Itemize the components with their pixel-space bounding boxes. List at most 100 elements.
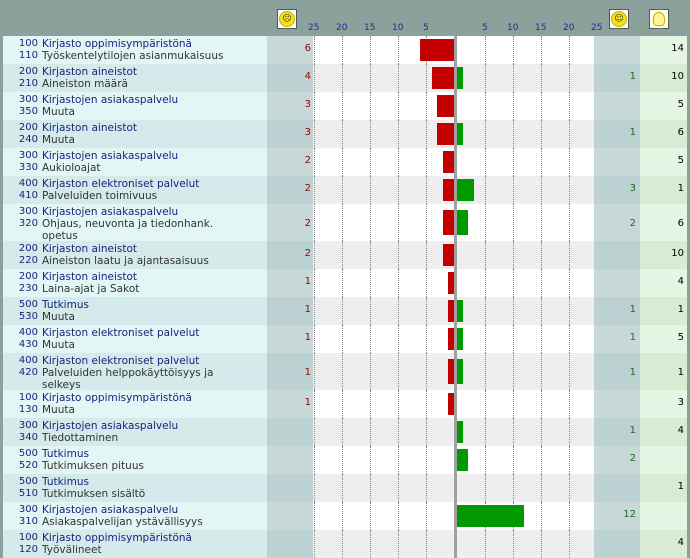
idea-count: 6 bbox=[677, 218, 684, 229]
category-name: Kirjastojen asiakaspalvelu bbox=[42, 504, 179, 516]
zero-axis bbox=[454, 36, 457, 64]
idea-count: 4 bbox=[677, 425, 684, 436]
positive-count: 1 bbox=[629, 127, 636, 138]
grid-line bbox=[541, 64, 542, 92]
zero-axis bbox=[454, 204, 457, 241]
table-row: 400 Kirjaston elektroniset palvelut 430 Muu… bbox=[3, 325, 687, 353]
zero-axis bbox=[454, 148, 457, 176]
category-name: Kirjasto oppimisympäristönä bbox=[42, 392, 192, 404]
bar-plot-cell bbox=[313, 353, 598, 390]
negative-bar bbox=[442, 179, 454, 201]
zero-axis bbox=[454, 474, 457, 502]
grid-line bbox=[541, 530, 542, 558]
row-label-cell: 300 Kirjastojen asiakaspalvelu 310 Asiakasp… bbox=[3, 502, 267, 530]
subcategory-name: Asiakaspalvelijan ystävällisyys bbox=[42, 516, 203, 528]
subcategory-name: Aineiston laatu ja ajantasaisuus bbox=[42, 255, 209, 267]
grid-line bbox=[513, 446, 514, 474]
grid-line bbox=[314, 64, 315, 92]
grid-line bbox=[370, 474, 371, 502]
negative-count-cell: 2 bbox=[267, 148, 313, 176]
row-label-cell: 300 Kirjastojen asiakaspalvelu 340 Tiedotta… bbox=[3, 418, 267, 446]
grid-line bbox=[370, 297, 371, 325]
grid-line bbox=[398, 204, 399, 241]
bar-plot-cell bbox=[313, 36, 598, 64]
zero-axis bbox=[454, 120, 457, 148]
grid-line bbox=[426, 390, 427, 418]
grid-line bbox=[370, 353, 371, 390]
grid-line bbox=[513, 92, 514, 120]
category-code: 200 bbox=[18, 66, 38, 77]
positive-count-cell bbox=[594, 36, 640, 64]
row-label-cell: 400 Kirjaston elektroniset palvelut 430 Muu… bbox=[3, 325, 267, 353]
negative-count-cell: 3 bbox=[267, 120, 313, 148]
grid-line bbox=[398, 36, 399, 64]
grid-line bbox=[485, 241, 486, 269]
grid-line bbox=[398, 148, 399, 176]
grid-line bbox=[398, 325, 399, 353]
grid-line bbox=[541, 148, 542, 176]
idea-count: 4 bbox=[677, 276, 684, 287]
grid-line bbox=[541, 241, 542, 269]
pos-tick-label: 20 bbox=[563, 23, 575, 33]
idea-count-cell: 6 bbox=[640, 204, 687, 241]
subcategory-code: 340 bbox=[18, 432, 38, 443]
negative-count-cell: 2 bbox=[267, 176, 313, 204]
idea-count: 1 bbox=[677, 304, 684, 315]
table-row: 400 Kirjaston elektroniset palvelut 420 Pal… bbox=[3, 353, 687, 391]
positive-count-cell bbox=[594, 269, 640, 297]
grid-line bbox=[569, 446, 570, 474]
idea-count-cell: 5 bbox=[640, 92, 687, 120]
grid-line bbox=[342, 325, 343, 353]
bar-plot-cell bbox=[313, 269, 598, 297]
category-name: Kirjastojen asiakaspalvelu bbox=[42, 150, 179, 162]
grid-line bbox=[426, 148, 427, 176]
category-code: 300 bbox=[18, 206, 38, 217]
grid-line bbox=[314, 269, 315, 297]
bar-plot-cell bbox=[313, 92, 598, 120]
positive-bar bbox=[457, 421, 463, 443]
positive-bar bbox=[457, 359, 463, 384]
table-row: 100 Kirjasto oppimisympäristönä 120 Työväli… bbox=[3, 530, 687, 558]
grid-line bbox=[314, 418, 315, 446]
positive-count-cell: 3 bbox=[594, 176, 640, 204]
table-row: 300 Kirjastojen asiakaspalvelu 350 Muuta 3 5 bbox=[3, 92, 687, 120]
negative-bar bbox=[448, 272, 454, 294]
idea-count-cell: 1 bbox=[640, 353, 687, 390]
row-label-cell: 500 Tutkimus 520 Tutkimuksen pituus bbox=[3, 446, 267, 474]
grid-line bbox=[541, 204, 542, 241]
subcategory-code: 510 bbox=[18, 488, 38, 499]
positive-count: 1 bbox=[629, 367, 636, 378]
grid-line bbox=[569, 64, 570, 92]
grid-line bbox=[370, 418, 371, 446]
subcategory-code: 120 bbox=[18, 544, 38, 555]
grid-line bbox=[342, 530, 343, 558]
grid-line bbox=[569, 148, 570, 176]
positive-count-cell bbox=[594, 474, 640, 502]
positive-count: 2 bbox=[629, 453, 636, 464]
negative-count-cell bbox=[267, 446, 313, 474]
pos-tick-label: 5 bbox=[482, 23, 488, 33]
row-label-cell: 400 Kirjaston elektroniset palvelut 410 Pal… bbox=[3, 176, 267, 204]
idea-count-cell: 4 bbox=[640, 269, 687, 297]
idea-count: 1 bbox=[677, 183, 684, 194]
grid-line bbox=[426, 474, 427, 502]
zero-axis bbox=[454, 325, 457, 353]
zero-axis bbox=[454, 92, 457, 120]
table-row: 200 Kirjaston aineistot 240 Muuta 3 1 6 bbox=[3, 120, 687, 148]
negative-count-cell bbox=[267, 474, 313, 502]
grid-line bbox=[569, 204, 570, 241]
grid-line bbox=[398, 64, 399, 92]
grid-line bbox=[314, 241, 315, 269]
bar-plot-cell bbox=[313, 530, 598, 558]
negative-bar bbox=[437, 123, 454, 145]
grid-line bbox=[398, 418, 399, 446]
grid-line bbox=[513, 325, 514, 353]
category-code: 300 bbox=[18, 94, 38, 105]
negative-count-cell bbox=[267, 530, 313, 558]
positive-count: 1 bbox=[629, 425, 636, 436]
subcategory-name: Tutkimuksen sisältö bbox=[42, 488, 146, 500]
grid-line bbox=[569, 297, 570, 325]
grid-line bbox=[398, 530, 399, 558]
zero-axis bbox=[454, 64, 457, 92]
idea-count-cell: 3 bbox=[640, 390, 687, 418]
